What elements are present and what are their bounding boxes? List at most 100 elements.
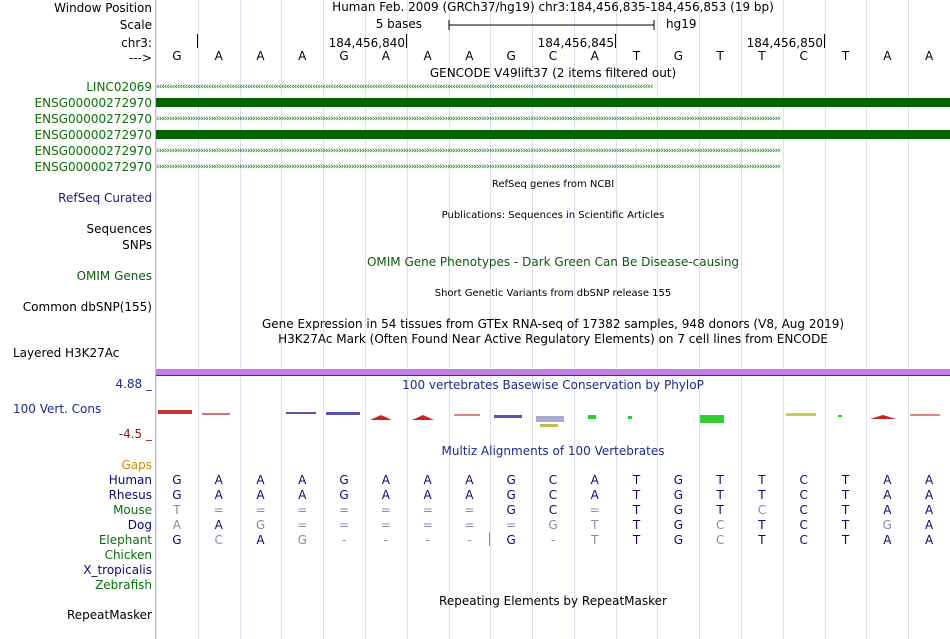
ref-base: A <box>214 49 223 63</box>
alignment-base: = <box>380 503 391 517</box>
window-position-label: Window Position <box>54 1 152 15</box>
ref-base: A <box>298 49 307 63</box>
grid-line <box>156 0 157 639</box>
phylop-mark-11 <box>588 415 596 419</box>
grid-line <box>866 0 867 639</box>
grid-line <box>574 0 575 639</box>
species-label-dog[interactable]: Dog <box>127 518 152 532</box>
phylop-logo[interactable] <box>156 406 950 432</box>
alignment-base: A <box>214 488 223 502</box>
position-title: Human Feb. 2009 (GRCh37/hg19) chr3:184,4… <box>332 0 774 14</box>
alignment-base: = <box>339 518 350 532</box>
grid-line <box>783 0 784 639</box>
gaps-label[interactable]: Gaps <box>121 458 152 472</box>
scale-bases-text: 5 bases <box>375 17 422 31</box>
alignment-base: T <box>716 473 724 487</box>
coord-tick <box>406 34 407 48</box>
ref-base: A <box>590 49 599 63</box>
gene-label-ensg-5[interactable]: ENSG00000272970 <box>34 160 152 174</box>
alignment-base: = <box>422 518 433 532</box>
species-label-chicken[interactable]: Chicken <box>104 548 152 562</box>
alignment-base: A <box>924 533 934 547</box>
gene-label-ensg-4[interactable]: ENSG00000272970 <box>34 144 152 158</box>
phylop-mark-9 <box>536 416 564 422</box>
alignment-base: = <box>422 503 433 517</box>
alignment-base: C <box>799 518 808 532</box>
gene-label-linc02069[interactable]: LINC02069 <box>86 80 152 94</box>
alignment-base: T <box>716 503 724 517</box>
grid-line <box>281 0 282 639</box>
alignment-base: G <box>506 533 516 547</box>
repeatmasker-track-title: Repeating Elements by RepeatMasker <box>439 594 667 608</box>
h3k27ac-signal[interactable] <box>156 369 950 375</box>
gene-label-ensg-1[interactable]: ENSG00000272970 <box>34 96 152 110</box>
alignment-base: G <box>673 518 684 532</box>
alignment-base: A <box>883 533 892 547</box>
phylop-mark-18 <box>910 414 940 416</box>
ref-base: T <box>632 49 641 63</box>
species-label-xtropicalis[interactable]: X_tropicalis <box>83 563 152 577</box>
alignment-base: = <box>380 518 391 532</box>
species-label-elephant[interactable]: Elephant <box>98 533 152 547</box>
alignment-base: A <box>924 518 934 532</box>
omim-genes-label[interactable]: OMIM Genes <box>76 269 152 283</box>
snps-label[interactable]: SNPs <box>122 238 152 252</box>
alignment-base: A <box>465 488 474 502</box>
species-label-rhesus[interactable]: Rhesus <box>108 488 152 502</box>
alignment-base: - <box>425 533 430 547</box>
alignment-base: G <box>548 518 558 532</box>
phylop-mark-16 <box>838 415 842 417</box>
track-panel[interactable]: Human Feb. 2009 (GRCh37/hg19) chr3:184,4… <box>156 0 950 639</box>
gene-ensg-exon-1[interactable] <box>156 98 950 107</box>
alignment-base: T <box>632 503 641 517</box>
gene-label-ensg-3[interactable]: ENSG00000272970 <box>34 128 152 142</box>
phylop-max-label: 4.88 _ <box>115 377 152 391</box>
repeatmasker-label[interactable]: RepeatMasker <box>66 608 152 622</box>
gene-label-ensg-2[interactable]: ENSG00000272970 <box>34 112 152 126</box>
alignment-base: A <box>590 473 599 487</box>
alignment-base: T <box>841 533 850 547</box>
alignment-base: = <box>255 503 266 517</box>
alignment-base: = <box>339 503 350 517</box>
grid-line <box>616 0 617 639</box>
alignment-base: T <box>758 533 766 547</box>
phylop-mark-12 <box>628 416 632 419</box>
alignment-base: C <box>799 503 808 517</box>
gene-ensg-intron-1[interactable]: ››››››››››››››››››››››››››››››››››››››››… <box>156 114 781 124</box>
alignment-base: A <box>883 473 892 487</box>
alignment-base: T <box>632 473 641 487</box>
alignment-base: A <box>172 518 181 532</box>
alignment-base: G <box>506 503 516 517</box>
alignment-base: A <box>590 488 599 502</box>
alignment-base: A <box>883 503 892 517</box>
grid-line <box>532 0 533 639</box>
ref-base: C <box>799 49 808 63</box>
coord-tick-label-1: 184,456,840 <box>328 36 405 50</box>
phylop-mark-15 <box>786 413 816 416</box>
vert-cons-label[interactable]: 100 Vert. Cons <box>13 402 102 416</box>
gencode-track-title: GENCODE V49lift37 (2 items filtered out) <box>429 66 677 80</box>
sequences-label[interactable]: Sequences <box>86 222 152 236</box>
gtex-track-title: Gene Expression in 54 tissues from GTEx … <box>261 317 845 331</box>
species-label-zebrafish[interactable]: Zebrafish <box>95 578 152 592</box>
gene-ensg-exon-2[interactable] <box>156 130 950 139</box>
alignment-base: T <box>841 473 850 487</box>
alignment-base: C <box>715 518 725 532</box>
layered-h3k27ac-label[interactable]: Layered H3K27Ac <box>13 346 120 360</box>
gene-ensg-intron-3[interactable]: ››››››››››››››››››››››››››››››››››››››››… <box>156 162 781 172</box>
grid-line <box>908 0 909 639</box>
refseq-curated-label[interactable]: RefSeq Curated <box>58 191 152 205</box>
ref-base: G <box>339 49 349 63</box>
species-label-mouse[interactable]: Mouse <box>113 503 152 517</box>
phylop-mark-7 <box>454 414 480 416</box>
grid-line <box>198 0 199 639</box>
alignment-base: A <box>256 473 265 487</box>
phylop-mark-14 <box>700 415 724 423</box>
species-label-human[interactable]: Human <box>108 473 152 487</box>
alignment-base: = <box>464 518 475 532</box>
gene-linc02069-feature[interactable]: ‹‹‹‹‹‹‹‹‹‹‹‹‹‹‹‹‹‹‹‹‹‹‹‹‹‹‹‹‹‹‹‹‹‹‹‹‹‹‹‹… <box>156 82 653 92</box>
ref-base: A <box>256 49 265 63</box>
common-dbsnp-label[interactable]: Common dbSNP(155) <box>22 300 152 314</box>
gene-ensg-intron-2[interactable]: ››››››››››››››››››››››››››››››››››››››››… <box>156 146 781 156</box>
grid-line <box>365 0 366 639</box>
